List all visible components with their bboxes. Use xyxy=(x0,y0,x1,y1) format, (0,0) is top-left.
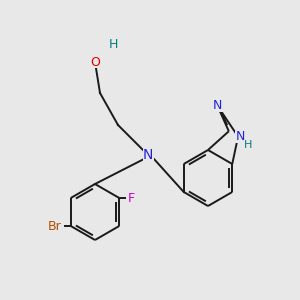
Text: H: H xyxy=(108,38,118,50)
Text: H: H xyxy=(244,140,252,150)
Bar xyxy=(142,149,154,161)
Text: Br: Br xyxy=(48,220,61,232)
Text: N: N xyxy=(143,148,153,162)
Text: F: F xyxy=(128,191,135,205)
Bar xyxy=(46,220,64,232)
Text: O: O xyxy=(90,56,100,68)
Text: N: N xyxy=(213,99,222,112)
Text: N: N xyxy=(236,130,245,143)
Bar xyxy=(126,192,137,204)
Bar xyxy=(235,130,246,142)
Bar xyxy=(89,56,100,68)
Bar xyxy=(212,100,223,112)
